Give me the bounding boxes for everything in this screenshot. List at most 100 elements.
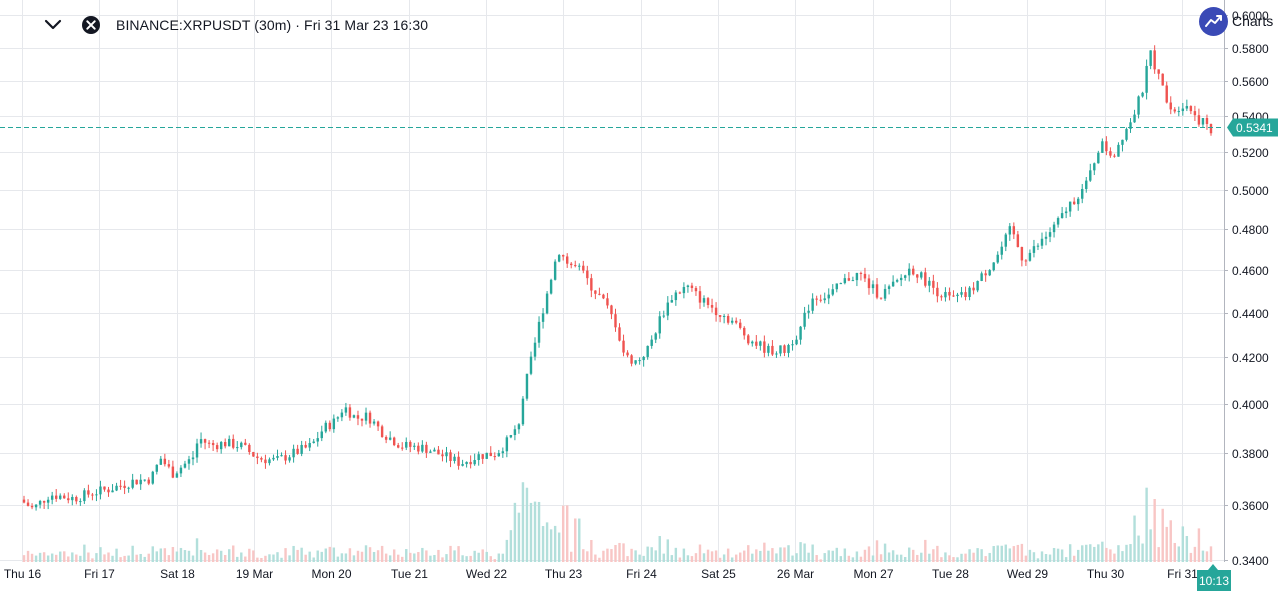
candle-body	[1113, 155, 1116, 157]
candle-body	[839, 283, 843, 285]
volume-bar	[95, 553, 98, 562]
brand[interactable]: Charts	[1199, 6, 1273, 36]
volume-bar	[887, 552, 891, 562]
volume-bar	[984, 556, 987, 562]
volume-bar	[883, 543, 887, 562]
candle-body	[316, 438, 319, 442]
candle-body	[135, 479, 138, 485]
volume-bar	[734, 554, 738, 562]
volume-bar	[493, 559, 496, 562]
candle-body	[984, 273, 987, 276]
candle-body	[413, 445, 416, 447]
volume-bar	[1000, 545, 1003, 562]
candle-body	[714, 307, 718, 316]
volume-bar	[730, 557, 734, 562]
volume-bar	[219, 550, 223, 562]
candle-body	[908, 268, 911, 276]
volume-bar	[912, 549, 915, 562]
price-axis[interactable]: 0.60000.58000.56000.54000.52000.50000.48…	[1224, 9, 1269, 568]
volume-bar	[779, 547, 782, 562]
volume-bar	[771, 548, 774, 562]
volume-bar	[368, 547, 372, 562]
volume-bar	[545, 522, 549, 562]
volume-bar	[807, 552, 810, 562]
candle-body	[30, 505, 34, 508]
candle-body	[895, 280, 899, 282]
candle-body	[553, 261, 557, 280]
candle-body	[513, 429, 517, 436]
candle-body	[437, 449, 440, 455]
candle-body	[1141, 92, 1144, 97]
volume-bar	[590, 540, 593, 562]
volume-bar	[775, 553, 778, 562]
close-chart-button[interactable]	[78, 12, 104, 38]
candle-body	[787, 344, 790, 353]
candle-body	[1137, 96, 1140, 115]
volume-bar	[469, 555, 472, 562]
time-tick-label: Wed 22	[466, 567, 507, 581]
volume-bar	[767, 550, 770, 562]
volume-bar	[477, 552, 480, 562]
volume-bar	[1201, 550, 1205, 562]
candle-body	[1085, 180, 1088, 189]
volume-bar	[505, 539, 509, 562]
candle-body	[557, 255, 561, 262]
candle-body	[26, 502, 30, 506]
volume-bar	[159, 548, 163, 562]
volume-bar	[1081, 545, 1084, 562]
collapse-button[interactable]	[40, 12, 66, 38]
candle-body	[743, 327, 746, 336]
candle-body	[380, 426, 384, 437]
volume-bar	[936, 545, 939, 562]
candle-body	[252, 452, 255, 457]
candle-body	[139, 479, 142, 485]
candle-body	[151, 471, 154, 484]
volume-bar	[26, 550, 30, 562]
candle-body	[360, 418, 364, 421]
volume-bar	[232, 545, 235, 562]
volume-bar	[356, 550, 360, 562]
time-tick-label: Fri 24	[626, 567, 657, 581]
candle-body	[300, 444, 303, 454]
volume-bar	[1173, 542, 1176, 562]
volume-bar	[71, 552, 74, 562]
candle-body	[183, 463, 187, 468]
price-tick-label: 0.3800	[1232, 447, 1269, 461]
candle-body	[1169, 102, 1172, 110]
volume-bar	[1056, 548, 1060, 562]
volume-bar	[292, 545, 295, 562]
candle-body	[469, 461, 472, 465]
volume-bar	[107, 552, 110, 562]
volume-bar	[1197, 528, 1201, 562]
candle-body	[1181, 108, 1185, 112]
volume-bar	[139, 553, 142, 562]
candle-body	[670, 300, 674, 303]
price-tick-label: 0.4800	[1232, 223, 1269, 237]
candle-body	[964, 292, 967, 297]
candle-body	[1153, 50, 1156, 70]
candle-body	[690, 285, 694, 289]
volume-bar	[879, 554, 883, 562]
volume-bar	[441, 557, 444, 562]
volume-bar	[384, 553, 388, 562]
candle-body	[956, 294, 959, 297]
volume-bar	[352, 555, 356, 562]
candle-body	[54, 495, 58, 499]
time-tick-label: Fri 31	[1167, 567, 1198, 581]
volume-bar	[457, 546, 460, 562]
candle-body	[111, 490, 114, 493]
candle-body	[706, 298, 710, 306]
volume-bar	[103, 554, 106, 562]
candle-body	[1040, 238, 1044, 246]
volume-bar	[30, 553, 34, 562]
candle-body	[646, 345, 649, 357]
candle-body	[348, 407, 352, 418]
volume-bar	[541, 526, 545, 562]
volume-bar	[453, 550, 456, 562]
candle-body	[1125, 128, 1128, 140]
candle-body	[602, 294, 605, 299]
time-axis[interactable]: Thu 16 Fri 17 Sat 18 19 Mar Mon 20 Tue 21 Wed …	[4, 567, 1198, 581]
volume-bar	[517, 512, 521, 562]
